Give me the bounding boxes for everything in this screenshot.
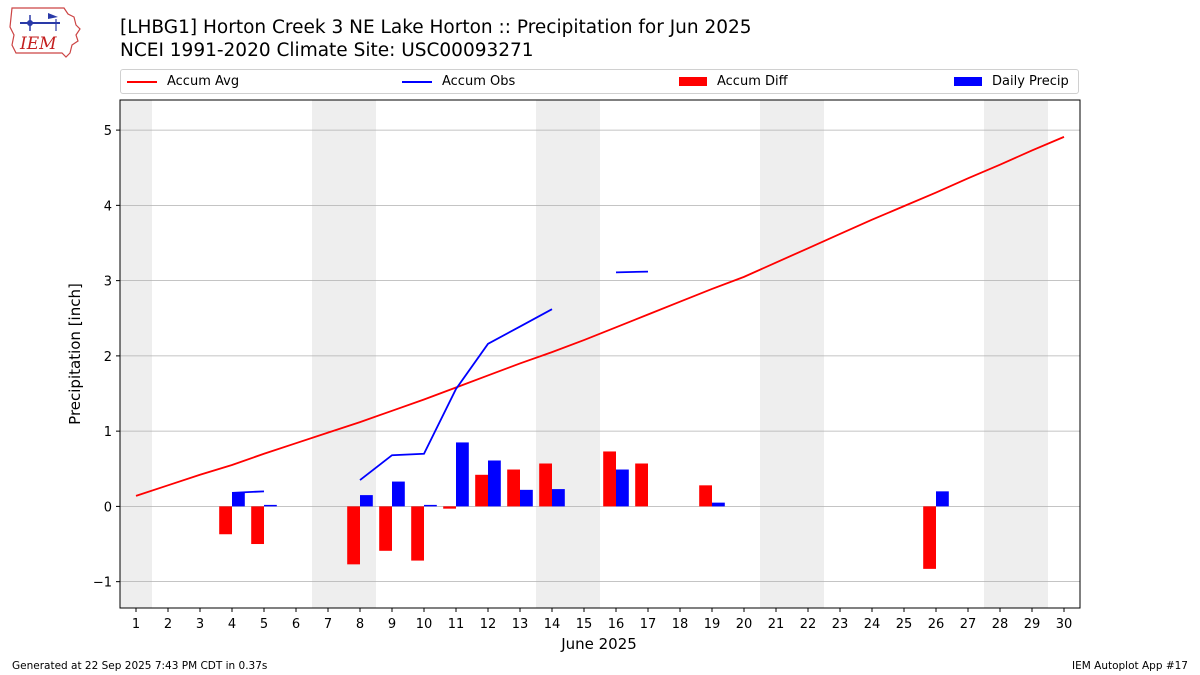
x-tick-label: 17 — [640, 617, 657, 632]
legend-label-accum-avg: Accum Avg — [167, 74, 240, 89]
x-tick-label: 8 — [356, 617, 364, 632]
bar-daily-precip — [264, 504, 277, 507]
x-tick-label: 30 — [1056, 617, 1073, 632]
legend-item-accum-avg: Accum Avg — [127, 70, 239, 93]
y-tick-label: 4 — [104, 199, 112, 214]
bar-accum-diff — [411, 506, 424, 561]
plot-frame — [119, 99, 1081, 609]
legend-swatch-accum-diff — [679, 77, 707, 86]
bar-accum-diff — [379, 506, 392, 551]
x-tick-label: 16 — [608, 617, 625, 632]
legend-swatch-accum-avg — [127, 80, 157, 83]
bar-daily-precip — [712, 502, 725, 507]
x-tick-label: 29 — [1024, 617, 1041, 632]
y-tick-label: 2 — [104, 350, 112, 365]
x-tick-label: 18 — [672, 617, 689, 632]
x-tick-label: 20 — [736, 617, 753, 632]
x-tick-label: 1 — [132, 617, 140, 632]
bar-accum-diff — [603, 451, 616, 507]
x-tick-label: 27 — [960, 617, 977, 632]
x-tick-label: 15 — [576, 617, 593, 632]
x-tick-label: 6 — [292, 617, 300, 632]
x-tick-label: 11 — [448, 617, 465, 632]
line-accum-obs — [615, 270, 649, 274]
legend-item-daily-precip: Daily Precip — [954, 70, 1069, 93]
app-credit: IEM Autoplot App #17 — [1072, 660, 1188, 672]
legend-item-accum-diff: Accum Diff — [679, 70, 788, 93]
bars — [219, 442, 949, 569]
bar-daily-precip — [232, 492, 245, 507]
bar-daily-precip — [936, 491, 949, 507]
legend-label-accum-obs: Accum Obs — [442, 74, 516, 89]
weekend-band-1 — [120, 100, 152, 608]
line-accum-obs — [359, 308, 553, 481]
weekend-shading — [120, 100, 1048, 608]
chart-title: [LHBG1] Horton Creek 3 NE Lake Horton ::… — [120, 17, 752, 38]
gridlines — [120, 129, 1080, 583]
x-tick-label: 12 — [480, 617, 497, 632]
bar-daily-precip — [552, 489, 565, 507]
legend-swatch-daily-precip — [954, 77, 982, 86]
bar-daily-precip — [392, 481, 405, 507]
x-tick-label: 10 — [416, 617, 433, 632]
y-tick-label: 1 — [104, 425, 112, 440]
x-axis-label: June 2025 — [560, 635, 637, 653]
iem-logo: IEM — [9, 7, 81, 58]
chart-subtitle: NCEI 1991-2020 Climate Site: USC00093271 — [120, 40, 534, 61]
line-accum-obs — [231, 490, 265, 494]
x-tick-label: 25 — [896, 617, 913, 632]
x-tick-label: 19 — [704, 617, 721, 632]
x-tick-label: 2 — [164, 617, 172, 632]
x-tick-label: 28 — [992, 617, 1009, 632]
legend-swatch-accum-obs — [402, 80, 432, 83]
bar-daily-precip — [424, 504, 437, 507]
bar-daily-precip — [456, 442, 469, 507]
weekend-band-5 — [984, 100, 1048, 608]
y-tick-label: −1 — [93, 576, 112, 591]
x-tick-label: 24 — [864, 617, 881, 632]
bar-daily-precip — [488, 460, 501, 507]
x-tick-label: 14 — [544, 617, 561, 632]
bar-accum-diff — [507, 469, 520, 507]
bar-daily-precip — [520, 489, 533, 507]
legend-label-daily-precip: Daily Precip — [992, 74, 1069, 89]
x-tick-label: 9 — [388, 617, 396, 632]
bar-accum-diff — [475, 474, 488, 507]
y-tick-label: 5 — [104, 124, 112, 139]
logo-text: IEM — [19, 34, 57, 54]
lines — [135, 136, 1065, 497]
bar-accum-diff — [219, 506, 232, 535]
bar-accum-diff — [539, 463, 552, 507]
bar-accum-diff — [923, 506, 936, 569]
bar-accum-diff — [635, 463, 648, 507]
y-axis-label: Precipitation [inch] — [66, 283, 84, 425]
bar-accum-diff — [699, 485, 712, 507]
x-tick-label: 3 — [196, 617, 204, 632]
x-tick-label: 7 — [324, 617, 332, 632]
y-tick-label: 0 — [104, 500, 112, 515]
x-tick-label: 13 — [512, 617, 529, 632]
weekend-band-4 — [760, 100, 824, 608]
x-tick-label: 21 — [768, 617, 785, 632]
legend: Accum Avg Accum Obs Accum Diff Daily Pre… — [120, 69, 1079, 94]
x-tick-label: 4 — [228, 617, 236, 632]
bar-accum-diff — [347, 506, 360, 565]
legend-item-accum-obs: Accum Obs — [402, 70, 515, 93]
bar-daily-precip — [360, 495, 373, 507]
bar-daily-precip — [616, 469, 629, 507]
bar-accum-diff — [251, 506, 264, 545]
line-accum-avg — [135, 136, 1065, 497]
bar-accum-diff — [443, 506, 456, 509]
y-tick-label: 3 — [104, 275, 112, 290]
generated-timestamp: Generated at 22 Sep 2025 7:43 PM CDT in … — [12, 660, 268, 672]
weekend-band-2 — [312, 100, 376, 608]
legend-label-accum-diff: Accum Diff — [717, 74, 788, 89]
x-tick-label: 23 — [832, 617, 849, 632]
x-tick-label: 5 — [260, 617, 268, 632]
x-tick-label: 26 — [928, 617, 945, 632]
x-tick-label: 22 — [800, 617, 817, 632]
